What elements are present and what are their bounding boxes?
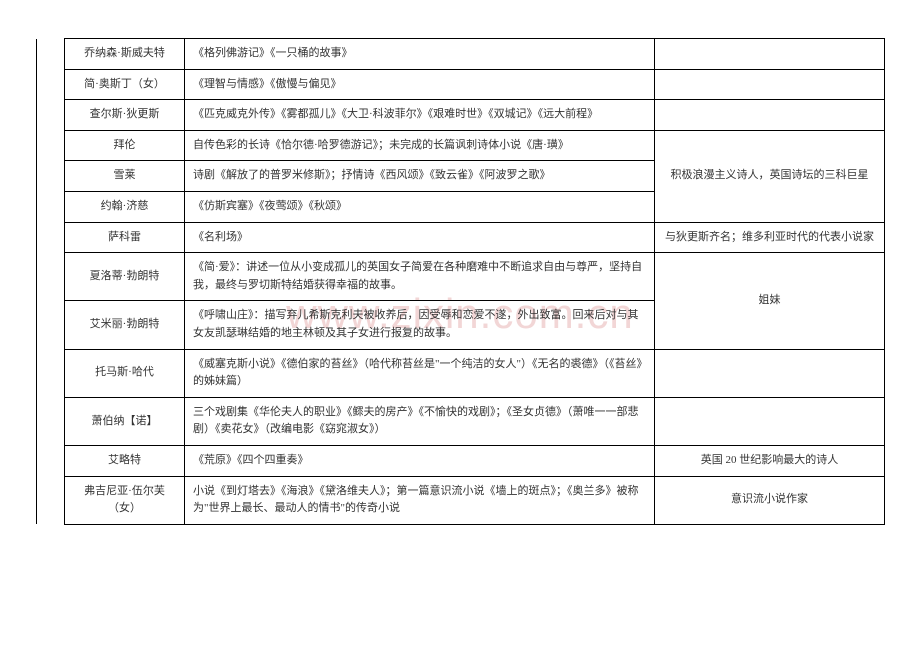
- table-row: 弗吉尼亚·伍尔芙（女） 小说《到灯塔去》《海浪》《黛洛维夫人》；第一篇意识流小说…: [37, 476, 885, 524]
- table-row: 托马斯·哈代 《威塞克斯小说》《德伯家的苔丝》（哈代称苔丝是"一个纯洁的女人"）…: [37, 349, 885, 397]
- author-cell: 夏洛蒂·勃朗特: [65, 253, 185, 301]
- left-spine-cell: [37, 39, 65, 525]
- works-cell: 《名利场》: [185, 222, 655, 253]
- works-cell: 小说《到灯塔去》《海浪》《黛洛维夫人》；第一篇意识流小说《墙上的斑点》；《奥兰多…: [185, 476, 655, 524]
- author-cell: 查尔斯·狄更斯: [65, 100, 185, 131]
- works-cell: 《匹克威克外传》《雾都孤儿》《大卫·科波菲尔》《艰难时世》《双城记》《远大前程》: [185, 100, 655, 131]
- literature-table: 乔纳森·斯威夫特 《格列佛游记》《一只桶的故事》 简·奥斯丁（女） 《理智与情感…: [36, 38, 885, 525]
- table-row: 拜伦 自传色彩的长诗《恰尔德·哈罗德游记》；未完成的长篇讽刺诗体小说《唐·璜》 …: [37, 130, 885, 161]
- works-cell: 《理智与情感》《傲慢与偏见》: [185, 69, 655, 100]
- works-cell: 《呼啸山庄》：描写弃儿希斯克利夫被收养后，因受辱和恋爱不遂，外出致富。回来后对与…: [185, 301, 655, 349]
- table-row: 艾略特 《荒原》《四个四重奏》 英国 20 世纪影响最大的诗人: [37, 445, 885, 476]
- author-cell: 托马斯·哈代: [65, 349, 185, 397]
- works-cell: 《仿斯宾塞》《夜莺颂》《秋颂》: [185, 191, 655, 222]
- table-row: 夏洛蒂·勃朗特 《简·爱》：讲述一位从小变成孤儿的英国女子简爱在各种磨难中不断追…: [37, 253, 885, 301]
- author-cell: 拜伦: [65, 130, 185, 161]
- author-cell: 乔纳森·斯威夫特: [65, 39, 185, 70]
- author-cell: 简·奥斯丁（女）: [65, 69, 185, 100]
- author-cell: 雪莱: [65, 161, 185, 192]
- notes-cell: 英国 20 世纪影响最大的诗人: [655, 445, 885, 476]
- table-row: 乔纳森·斯威夫特 《格列佛游记》《一只桶的故事》: [37, 39, 885, 70]
- notes-cell: [655, 397, 885, 445]
- notes-cell: 意识流小说作家: [655, 476, 885, 524]
- notes-cell: [655, 100, 885, 131]
- notes-cell: [655, 349, 885, 397]
- notes-cell: 与狄更斯齐名；维多利亚时代的代表小说家: [655, 222, 885, 253]
- notes-cell-merged-poets: 积极浪漫主义诗人，英国诗坛的三科巨星: [655, 130, 885, 222]
- author-cell: 萨科雷: [65, 222, 185, 253]
- works-cell: 自传色彩的长诗《恰尔德·哈罗德游记》；未完成的长篇讽刺诗体小说《唐·璜》: [185, 130, 655, 161]
- notes-cell: [655, 39, 885, 70]
- works-cell: 《威塞克斯小说》《德伯家的苔丝》（哈代称苔丝是"一个纯洁的女人"）《无名的裘德》…: [185, 349, 655, 397]
- works-cell: 三个戏剧集《华伦夫人的职业》《鳏夫的房产》《不愉快的戏剧》；《圣女贞德》（萧唯一…: [185, 397, 655, 445]
- notes-cell-merged-sisters: 姐妹: [655, 253, 885, 349]
- works-cell: 诗剧《解放了的普罗米修斯》；抒情诗《西风颂》《致云雀》《阿波罗之歌》: [185, 161, 655, 192]
- author-cell: 约翰·济慈: [65, 191, 185, 222]
- author-cell: 艾略特: [65, 445, 185, 476]
- author-cell: 艾米丽·勃朗特: [65, 301, 185, 349]
- works-cell: 《荒原》《四个四重奏》: [185, 445, 655, 476]
- table-row: 简·奥斯丁（女） 《理智与情感》《傲慢与偏见》: [37, 69, 885, 100]
- table-row: 萨科雷 《名利场》 与狄更斯齐名；维多利亚时代的代表小说家: [37, 222, 885, 253]
- table-row: 萧伯纳【诺】 三个戏剧集《华伦夫人的职业》《鳏夫的房产》《不愉快的戏剧》；《圣女…: [37, 397, 885, 445]
- author-cell: 萧伯纳【诺】: [65, 397, 185, 445]
- works-cell: 《格列佛游记》《一只桶的故事》: [185, 39, 655, 70]
- author-cell: 弗吉尼亚·伍尔芙（女）: [65, 476, 185, 524]
- literature-table-container: 乔纳森·斯威夫特 《格列佛游记》《一只桶的故事》 简·奥斯丁（女） 《理智与情感…: [36, 38, 884, 525]
- works-cell: 《简·爱》：讲述一位从小变成孤儿的英国女子简爱在各种磨难中不断追求自由与尊严，坚…: [185, 253, 655, 301]
- notes-cell: [655, 69, 885, 100]
- table-row: 查尔斯·狄更斯 《匹克威克外传》《雾都孤儿》《大卫·科波菲尔》《艰难时世》《双城…: [37, 100, 885, 131]
